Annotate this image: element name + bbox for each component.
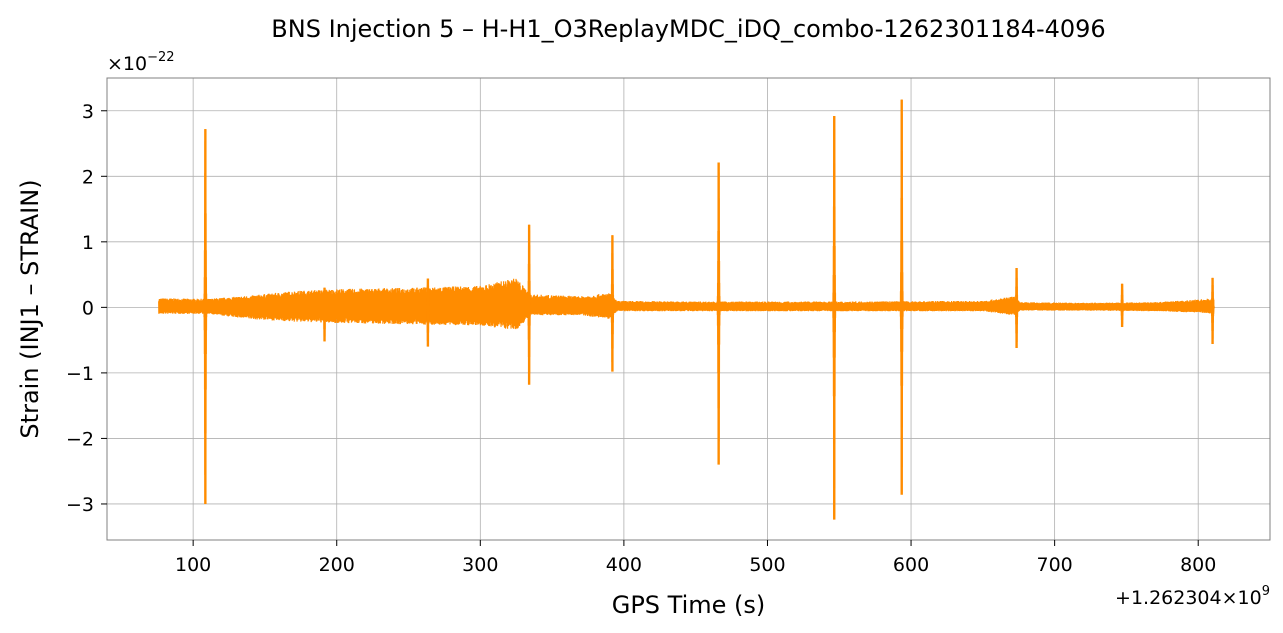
x-tick-label: 700 <box>1036 554 1072 576</box>
x-tick-label: 100 <box>175 554 211 576</box>
x-tick-label: 800 <box>1180 554 1216 576</box>
y-scale-exponent: −22 <box>147 50 174 65</box>
y-tick-label: −3 <box>66 494 94 516</box>
y-axis-title: Strain (INJ1 – STRAIN) <box>16 179 44 438</box>
strain-spike <box>1014 268 1019 348</box>
x-tick-label: 500 <box>749 554 785 576</box>
y-tick-label: 1 <box>82 232 94 254</box>
strain-spike <box>322 287 327 342</box>
strain-spike <box>899 99 905 495</box>
y-tick-label: 0 <box>82 297 94 319</box>
strain-spike <box>526 224 532 385</box>
strain-spike <box>202 129 208 504</box>
y-tick-label: −2 <box>66 428 94 450</box>
y-scale-multiplier: ×10−22 <box>107 50 175 75</box>
chart-title: BNS Injection 5 – H-H1_O3ReplayMDC_iDQ_c… <box>271 15 1105 43</box>
data-series <box>158 99 1215 520</box>
x-tick-label: 600 <box>893 554 929 576</box>
y-tick-label: 3 <box>82 101 94 123</box>
y-scale-base: ×10 <box>107 53 147 75</box>
y-tick-label: −1 <box>66 363 94 385</box>
strain-spike <box>425 278 431 347</box>
plot-frame <box>106 77 1271 541</box>
strain-spike <box>1119 283 1125 328</box>
x-tick-label: 400 <box>606 554 642 576</box>
x-tick-label: 300 <box>462 554 498 576</box>
x-axis-title: GPS Time (s) <box>612 591 766 619</box>
strain-spike <box>609 235 615 372</box>
strain-spike <box>1210 277 1215 345</box>
x-offset-exponent: 9 <box>1262 584 1270 599</box>
x-tick-label: 200 <box>319 554 355 576</box>
x-axis-offset: +1.262304×109 <box>1115 584 1270 609</box>
axis-ticks: 100 200 300 400 500 600 700 800 −3 −2 −1 0 1 2 3 <box>66 101 1216 576</box>
strain-series-line <box>158 278 1215 330</box>
strain-spike <box>716 162 722 465</box>
y-tick-label: 2 <box>82 166 94 188</box>
strain-spike <box>831 116 837 520</box>
x-offset-base: +1.262304×10 <box>1115 587 1262 609</box>
